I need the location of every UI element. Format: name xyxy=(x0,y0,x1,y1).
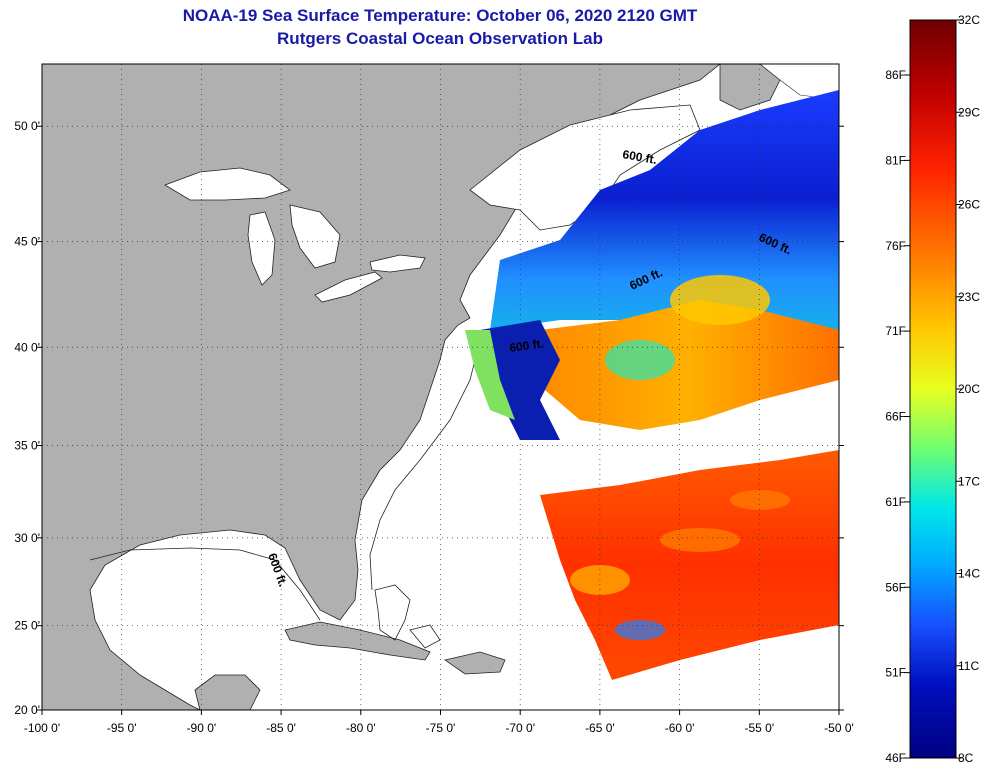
colorbar-label-f: 66F xyxy=(885,410,906,424)
colorbar-label-f: 86F xyxy=(885,68,906,82)
colorbar-label-f: 61F xyxy=(885,495,906,509)
yucatan-land xyxy=(194,674,261,710)
lon-tick-label: -65 0' xyxy=(585,721,615,735)
colorbar-label-c: 29C xyxy=(958,105,980,119)
lat-tick-label: 50 0' xyxy=(14,119,40,133)
lon-tick-label: -75 0' xyxy=(426,721,456,735)
colorbar-label-c: 14C xyxy=(958,567,980,581)
lake-michigan xyxy=(247,211,276,286)
colorbar-label-f: 51F xyxy=(885,666,906,680)
gulf-st-lawrence xyxy=(469,104,701,231)
lon-tick-label: -100 0' xyxy=(24,721,60,735)
colorbar-label-f: 46F xyxy=(885,751,906,765)
colorbar-label-c: 8C xyxy=(958,751,974,765)
lat-tick-label: 20 0' xyxy=(14,703,40,717)
lake-ontario xyxy=(369,254,426,273)
lat-tick-label: 25 0' xyxy=(14,619,40,633)
colorbar-label-c: 23C xyxy=(958,290,980,304)
lon-tick-label: -60 0' xyxy=(665,721,695,735)
colorbar-label-f: 56F xyxy=(885,580,906,594)
colorbar-label-f: 81F xyxy=(885,153,906,167)
lon-tick-label: -70 0' xyxy=(505,721,535,735)
lat-tick-label: 40 0' xyxy=(14,340,40,354)
contour-label: 600 ft. xyxy=(621,147,658,167)
lon-tick-label: -90 0' xyxy=(187,721,217,735)
lake-huron xyxy=(289,204,341,269)
contour-label: 600 ft. xyxy=(508,336,544,355)
colorbar-label-c: 32C xyxy=(958,13,980,27)
lat-tick-label: 35 0' xyxy=(14,438,40,452)
lon-tick-label: -55 0' xyxy=(744,721,774,735)
colorbar-label-c: 20C xyxy=(958,382,980,396)
lake-erie xyxy=(314,271,383,303)
lon-tick-label: -85 0' xyxy=(266,721,296,735)
labrador-land xyxy=(719,64,781,111)
shelf-contour-line xyxy=(369,339,481,591)
bahamas-shelf xyxy=(374,584,441,649)
map-title: NOAA-19 Sea Surface Temperature: October… xyxy=(182,6,698,25)
colorbar-label-c: 26C xyxy=(958,198,980,212)
lon-tick-label: -95 0' xyxy=(107,721,137,735)
colorbar-label-f: 76F xyxy=(885,239,906,253)
cuba-land xyxy=(284,621,431,661)
map-subtitle: Rutgers Coastal Ocean Observation Lab xyxy=(277,29,603,48)
colorbar-label-f: 71F xyxy=(885,324,906,338)
lon-tick-label: -50 0' xyxy=(824,721,854,735)
lon-tick-label: -80 0' xyxy=(346,721,376,735)
gulf-shelf-contour-line xyxy=(89,547,321,621)
colorbar-label-c: 17C xyxy=(958,474,980,488)
lat-tick-label: 30 0' xyxy=(14,531,40,545)
lat-tick-label: 45 0' xyxy=(14,235,40,249)
colorbar-label-c: 11C xyxy=(958,659,979,673)
hispaniola-land xyxy=(444,651,506,675)
sst-swath xyxy=(465,90,839,680)
colorbar xyxy=(909,19,957,759)
